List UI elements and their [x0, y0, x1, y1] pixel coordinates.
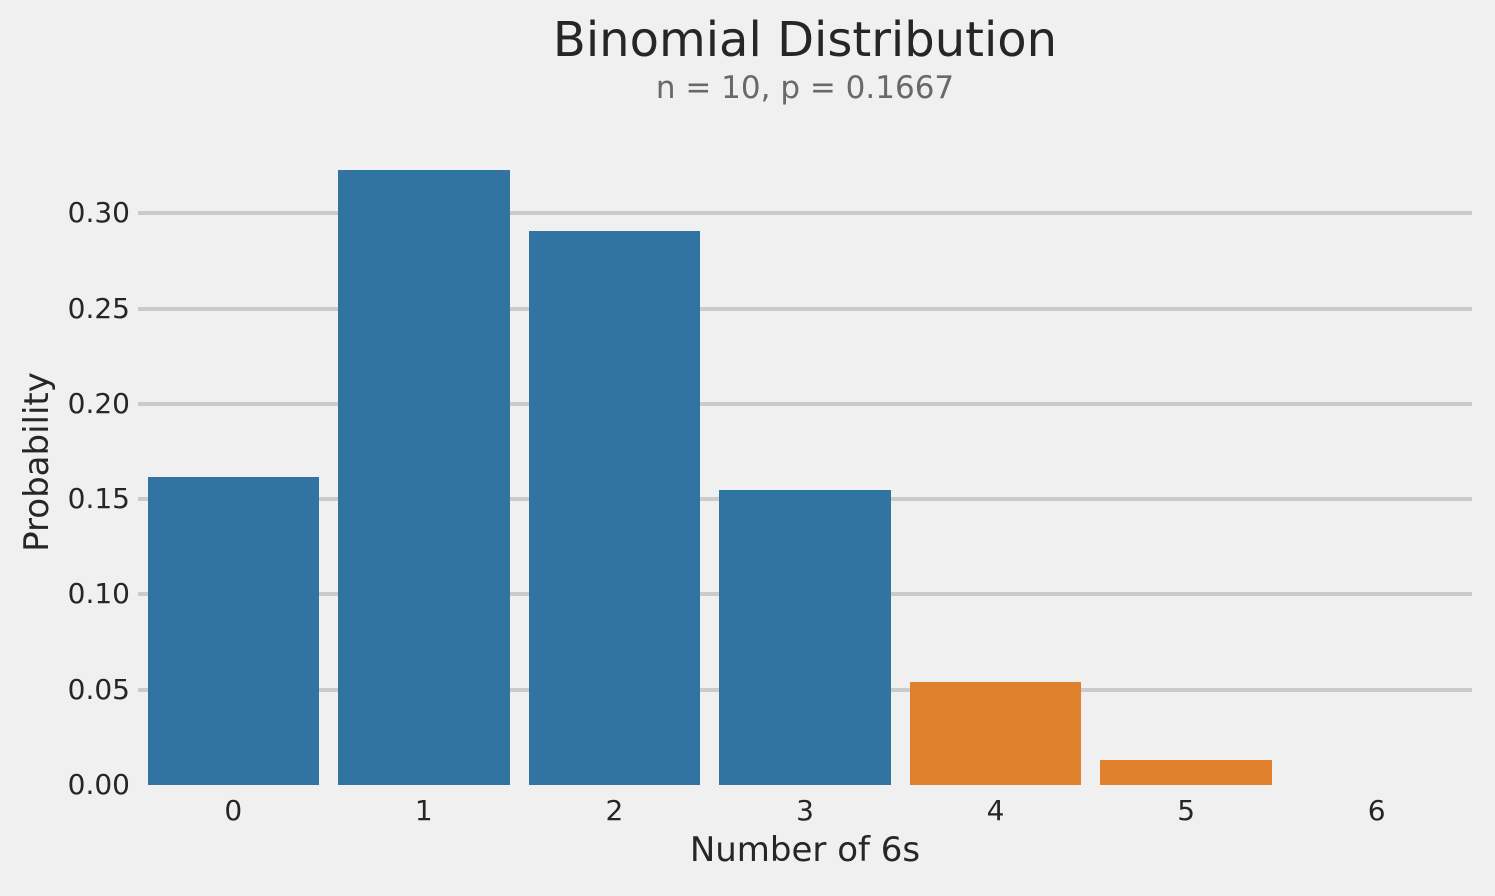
- x-axis-label: Number of 6s: [689, 830, 921, 870]
- x-tick-label: 1: [414, 794, 433, 827]
- bar-0: [147, 477, 320, 785]
- bar-1: [338, 169, 510, 785]
- y-tick-label: 0.05: [67, 672, 130, 706]
- chart-title: Binomial Distribution: [552, 12, 1058, 68]
- x-tick-label: 0: [224, 794, 243, 827]
- y-tick-label: 0.30: [67, 196, 130, 230]
- chart-subtitle: n = 10, p = 0.1667: [655, 70, 955, 106]
- y-tick-label: 0.10: [67, 577, 130, 611]
- y-tick-label: 0.20: [67, 386, 130, 420]
- x-tick-label: 2: [605, 794, 624, 827]
- bar-3: [719, 489, 891, 785]
- y-tick-label: 0.25: [67, 291, 130, 325]
- gridline-0.25: [138, 306, 1472, 311]
- x-tick-label: 4: [986, 794, 1005, 827]
- gridline-0.20: [138, 401, 1472, 406]
- bar-2: [528, 231, 701, 785]
- x-tick-label: 3: [796, 794, 814, 827]
- x-tick-label: 6: [1367, 794, 1386, 827]
- x-tick-label: 5: [1177, 794, 1196, 827]
- plot-area: [138, 139, 1472, 785]
- bar-5: [1100, 760, 1272, 785]
- y-tick-label: 0.15: [67, 482, 130, 516]
- bar-4: [909, 681, 1082, 785]
- gridline-0.30: [138, 211, 1472, 216]
- y-tick-label: 0.00: [67, 768, 130, 801]
